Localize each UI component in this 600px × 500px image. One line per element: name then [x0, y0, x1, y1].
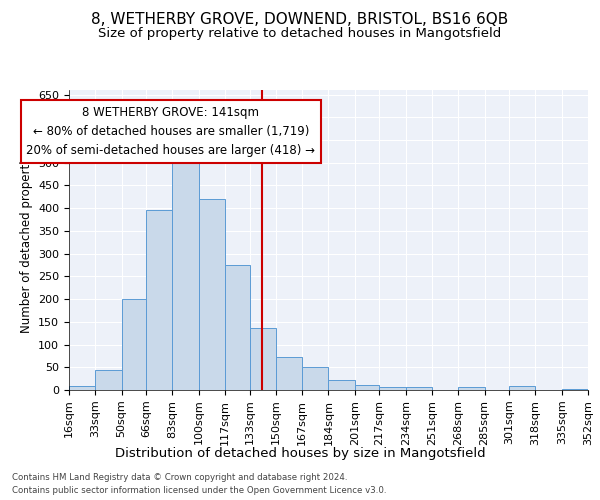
Y-axis label: Number of detached properties: Number of detached properties [20, 147, 32, 333]
Bar [250, 328, 276, 390]
Bar [276, 357, 302, 390]
Text: 8, WETHERBY GROVE, DOWNEND, BRISTOL, BS16 6QB: 8, WETHERBY GROVE, DOWNEND, BRISTOL, BS1… [91, 12, 509, 28]
Bar [199, 199, 225, 390]
Bar [562, 388, 588, 390]
Text: 8 WETHERBY GROVE: 141sqm
← 80% of detached houses are smaller (1,719)
20% of sem: 8 WETHERBY GROVE: 141sqm ← 80% of detach… [26, 106, 316, 157]
Text: Size of property relative to detached houses in Mangotsfield: Size of property relative to detached ho… [98, 28, 502, 40]
Bar [458, 387, 485, 390]
Bar [509, 386, 535, 390]
Text: Distribution of detached houses by size in Mangotsfield: Distribution of detached houses by size … [115, 448, 485, 460]
Bar [225, 265, 250, 390]
Text: Contains public sector information licensed under the Open Government Licence v3: Contains public sector information licen… [12, 486, 386, 495]
Bar [146, 210, 172, 390]
Bar [95, 370, 122, 390]
Bar [122, 299, 146, 390]
Text: Contains HM Land Registry data © Crown copyright and database right 2024.: Contains HM Land Registry data © Crown c… [12, 472, 347, 482]
Bar [379, 387, 406, 390]
Bar [355, 385, 379, 390]
Bar [329, 380, 355, 390]
Bar [302, 367, 329, 390]
Bar [406, 387, 432, 390]
Bar [172, 160, 199, 390]
Bar [69, 386, 95, 390]
